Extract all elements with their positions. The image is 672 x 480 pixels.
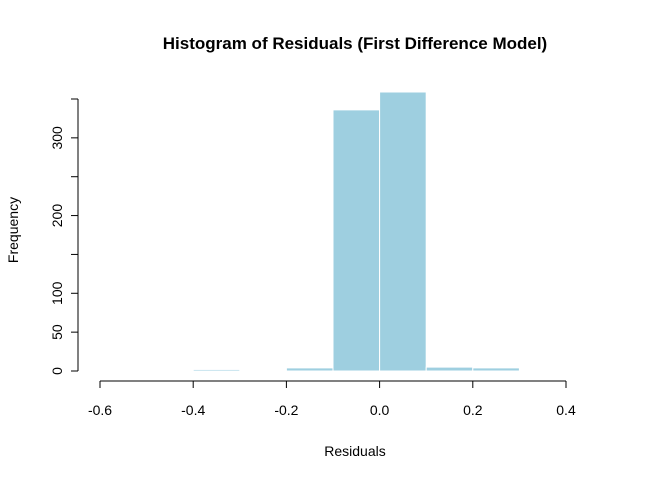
y-axis-label: Frequency (5, 197, 21, 263)
x-tick-label-0: -0.6 (88, 402, 112, 418)
x-axis: -0.6 -0.4 -0.2 0.0 0.2 0.4 (88, 380, 576, 418)
histogram-bar-8 (472, 367, 520, 372)
x-tick-label-3: 0.0 (370, 402, 390, 418)
x-tick-label-1: -0.4 (181, 402, 205, 418)
x-tick-label-5: 0.4 (556, 402, 576, 418)
y-tick-label-1: 50 (49, 324, 65, 340)
y-tick-label-4: 200 (49, 204, 65, 228)
y-tick-label-0: 0 (49, 367, 65, 375)
bars-group (99, 91, 614, 373)
histogram-bar-1 (146, 369, 194, 372)
chart-title: Histogram of Residuals (First Difference… (163, 34, 547, 53)
histogram-bar-5 (332, 109, 381, 372)
x-tick-label-2: -0.2 (274, 402, 298, 418)
histogram-bar-4 (285, 367, 334, 372)
histogram-bar-2 (192, 368, 241, 372)
histogram-bar-3 (239, 370, 287, 373)
y-axis: 0 50 100 200 300 (49, 98, 79, 375)
histogram-bar-9 (518, 370, 567, 373)
x-tick-label-4: 0.2 (463, 402, 483, 418)
histogram-bar-6 (379, 91, 427, 372)
x-axis-label: Residuals (324, 443, 385, 459)
histogram-bar-10 (565, 370, 614, 373)
histogram-bar-7 (425, 366, 474, 372)
y-tick-label-2: 100 (49, 281, 65, 305)
histogram-bar-0 (99, 370, 148, 373)
y-tick-label-6: 300 (49, 126, 65, 150)
